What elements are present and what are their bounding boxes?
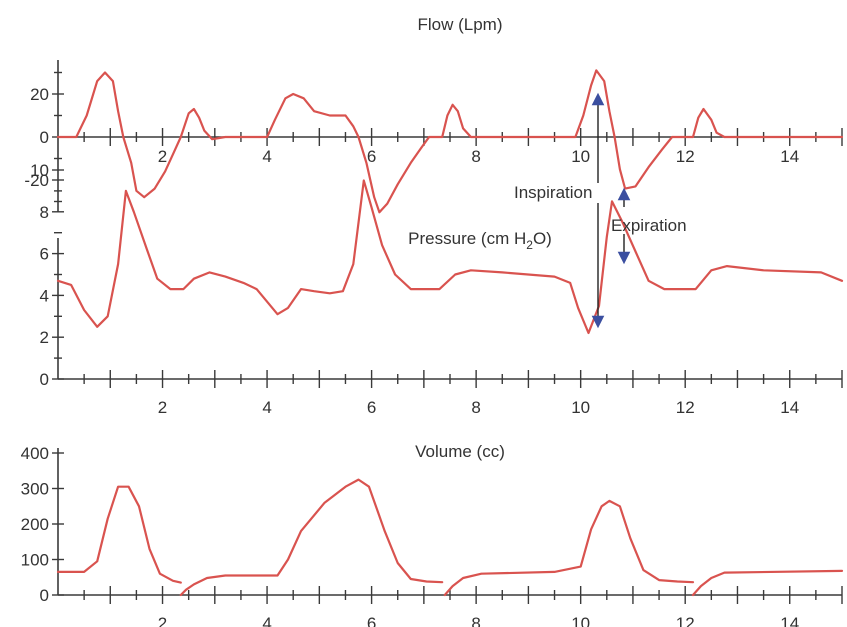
pressure-y-tick-label: 6 <box>40 245 49 264</box>
pressure-x-tick-label: 4 <box>262 398 271 417</box>
volume-y-tick-label: 400 <box>21 444 49 463</box>
annotations: Inspiration Expiration <box>514 92 687 329</box>
pressure-title-tail: O) <box>533 229 552 248</box>
pressure-x-tick-label: 14 <box>780 398 799 417</box>
volume-x-tick-label: 4 <box>262 614 271 627</box>
volume-series-line-1 <box>56 485 182 584</box>
pressure-title-main: Pressure (cm H <box>408 229 526 248</box>
volume-series-line-4 <box>691 569 844 597</box>
pressure-x-tick-label: 2 <box>158 398 167 417</box>
volume-y-tick-label: 0 <box>40 586 49 605</box>
pressure-panel: 2 4 6 8 10 12 14 0 2 4 6 8 10 <box>30 161 844 417</box>
flow-title: Flow (Lpm) <box>417 15 502 34</box>
pressure-y-tick-label: 2 <box>40 328 49 347</box>
inspiration-label: Inspiration <box>514 183 592 202</box>
flow-x-tick-label: 6 <box>367 147 376 166</box>
pressure-title-subscript: 2 <box>526 238 533 252</box>
volume-y-tick-label: 200 <box>21 515 49 534</box>
volume-x-tick-label: 12 <box>676 614 695 627</box>
volume-panel: 2 4 6 8 10 12 14 0 100 200 300 400 <box>21 444 844 627</box>
flow-y-tick-label: 20 <box>30 85 49 104</box>
volume-series-line-2 <box>179 478 444 597</box>
flow-y-tick-label: 0 <box>40 128 49 147</box>
pressure-x-tick-label: 10 <box>571 398 590 417</box>
pressure-x-tick-label: 6 <box>367 398 376 417</box>
volume-title: Volume (cc) <box>415 442 505 461</box>
pressure-y-tick-label: 0 <box>40 370 49 389</box>
volume-y-tick-label: 300 <box>21 480 49 499</box>
expiration-label: Expiration <box>611 216 687 235</box>
flow-x-tick-label: 14 <box>780 147 799 166</box>
volume-series-line-3 <box>443 499 695 597</box>
volume-y-tick-label: 100 <box>21 551 49 570</box>
volume-x-tick-label: 14 <box>780 614 799 627</box>
flow-x-tick-label: 4 <box>262 147 271 166</box>
flow-x-tick-label: 12 <box>676 147 695 166</box>
pressure-x-tick-label: 12 <box>676 398 695 417</box>
pressure-y-tick-label: 8 <box>40 203 49 222</box>
pressure-series-line <box>56 179 844 335</box>
flow-y-tick-label: -20 <box>24 171 49 190</box>
flow-panel: 2 4 6 8 10 12 14 -20 0 20 <box>24 60 844 214</box>
pressure-x-tick-label: 8 <box>471 398 480 417</box>
volume-x-tick-label: 6 <box>367 614 376 627</box>
flow-x-tick-label: 8 <box>471 147 480 166</box>
pressure-title: Pressure (cm H2O) <box>408 229 552 252</box>
volume-x-tick-label: 2 <box>158 614 167 627</box>
pressure-y-tick-label: 4 <box>40 286 49 305</box>
pressure-y-tick-label: 10 <box>30 161 49 180</box>
flow-x-tick-label: 10 <box>571 147 590 166</box>
volume-x-tick-label: 10 <box>571 614 590 627</box>
volume-x-tick-label: 8 <box>471 614 480 627</box>
flow-x-tick-label: 2 <box>158 147 167 166</box>
